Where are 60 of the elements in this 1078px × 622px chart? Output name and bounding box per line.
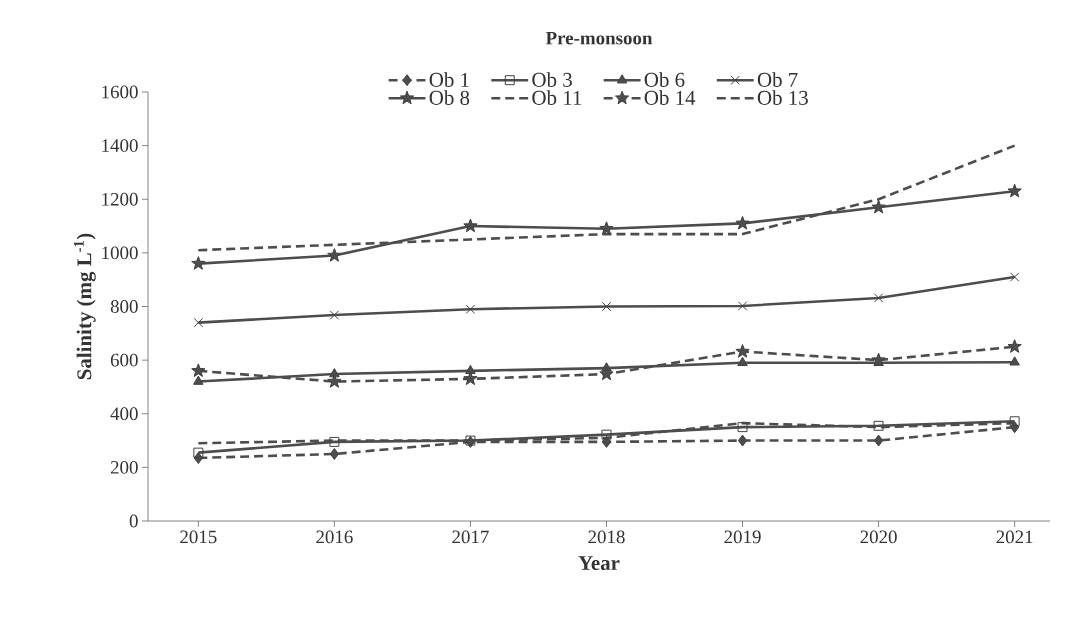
point xyxy=(1009,272,1020,282)
x-tick-label: 2015 xyxy=(180,530,217,544)
point xyxy=(191,256,206,270)
point xyxy=(871,199,886,214)
point xyxy=(193,317,204,328)
y-tick-label: 1000 xyxy=(102,246,138,260)
point xyxy=(191,363,206,377)
y-tick-label: 0 xyxy=(129,514,138,528)
point xyxy=(329,436,340,447)
x-tick-label: 2020 xyxy=(860,530,897,544)
point xyxy=(465,304,476,314)
point xyxy=(737,301,748,311)
point xyxy=(193,375,204,385)
point xyxy=(873,293,884,303)
y-axis-title: Salinity (mg L$^{-1}$) xyxy=(73,233,96,380)
legend-label: Ob 3 xyxy=(532,72,572,87)
legend-label: Ob 1 xyxy=(429,72,469,87)
point xyxy=(1009,356,1020,366)
y-tick-label: 400 xyxy=(110,407,138,421)
y-tick-label: 1200 xyxy=(102,192,138,206)
point xyxy=(737,434,748,447)
y-tick-label: 200 xyxy=(110,461,138,474)
legend-label: Ob 14 xyxy=(644,90,696,105)
point xyxy=(1007,339,1022,353)
x-tick-label: 2017 xyxy=(452,530,489,544)
point xyxy=(599,221,614,235)
y-tick-label: 1400 xyxy=(102,139,138,153)
legend-label: Ob 11 xyxy=(532,90,582,105)
point xyxy=(329,447,339,460)
legend-label: Ob 6 xyxy=(644,72,685,87)
point xyxy=(327,374,342,388)
point xyxy=(873,420,884,431)
legend-label: Ob 13 xyxy=(757,90,808,105)
point xyxy=(329,310,340,320)
point xyxy=(1009,416,1020,427)
y-tick-label: 1600 xyxy=(102,85,138,99)
point xyxy=(871,352,886,367)
y-tick-label: 800 xyxy=(110,300,138,313)
point xyxy=(463,371,478,386)
legend-label: Ob 8 xyxy=(429,90,470,105)
point xyxy=(327,248,342,262)
chart-title: Pre-monsoon xyxy=(545,31,653,45)
x-tick-label: 2021 xyxy=(996,530,1033,544)
legend-label: Ob 7 xyxy=(757,72,798,87)
point xyxy=(873,434,884,447)
point xyxy=(601,429,612,440)
point xyxy=(193,447,204,458)
x-tick-label: 2016 xyxy=(316,530,353,544)
y-tick-label: 600 xyxy=(110,353,138,367)
point xyxy=(737,422,748,433)
point xyxy=(463,218,478,233)
point xyxy=(737,356,748,367)
x-tick-label: 2018 xyxy=(588,530,625,544)
point xyxy=(599,366,614,381)
point xyxy=(1010,421,1020,434)
point xyxy=(735,344,750,358)
point xyxy=(1007,183,1022,198)
x-axis-title: Year xyxy=(578,556,620,571)
point xyxy=(735,215,750,230)
x-tick-label: 2019 xyxy=(724,530,761,544)
